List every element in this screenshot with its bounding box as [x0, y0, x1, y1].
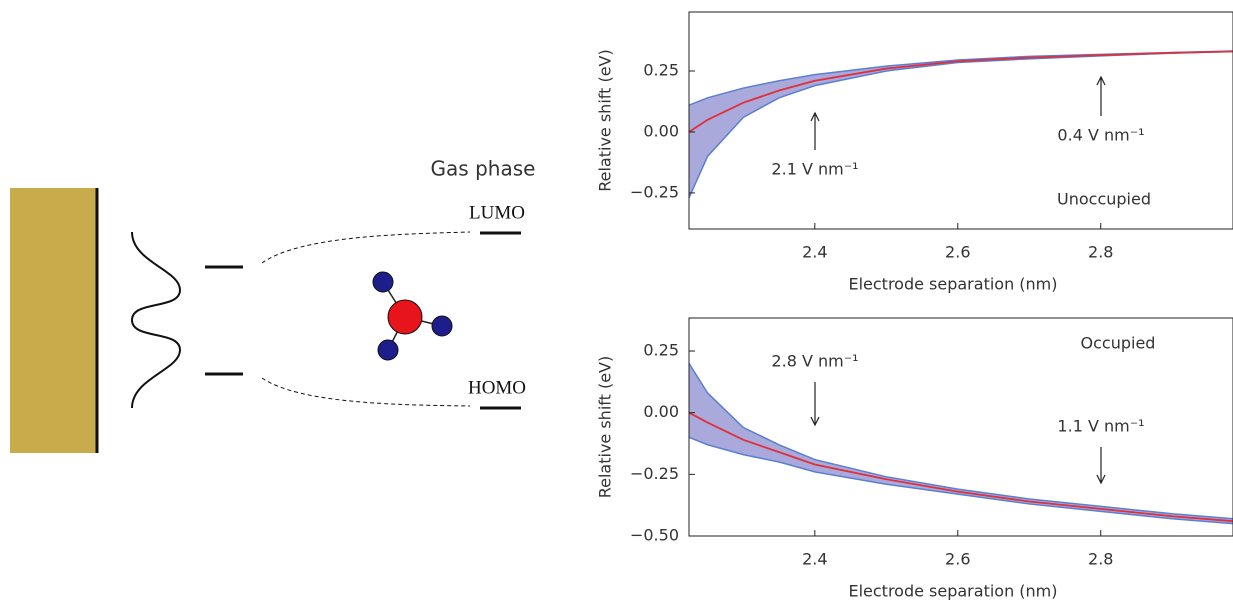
mean-line [688, 411, 1233, 523]
molecule [372, 271, 453, 361]
band-edge [688, 436, 1233, 525]
lumo-label: LUMO [469, 202, 525, 223]
x-axis-label: Electrode separation (nm) [848, 275, 1057, 294]
y-tick-label: −0.25 [630, 182, 679, 201]
x-tick-label: 2.8 [1088, 243, 1113, 262]
arrow-head [1096, 75, 1106, 86]
x-axis-label: Electrode separation (nm) [848, 582, 1057, 600]
x-tick-label: 2.4 [802, 550, 827, 569]
x-tick-label: 2.6 [945, 550, 970, 569]
annotation: 0.4 V nm⁻¹ [1057, 126, 1144, 145]
y-axis-label: Relative shift (eV) [596, 49, 615, 192]
gas-phase-label: Gas phase [431, 157, 536, 181]
arrow-head [810, 111, 820, 122]
y-tick-label: −0.25 [630, 464, 679, 483]
x-tick-label: 2.6 [945, 243, 970, 262]
y-tick-label: −0.50 [630, 526, 679, 545]
homo-label: HOMO [468, 377, 526, 398]
mean-line [688, 50, 1233, 133]
x-tick-label: 2.8 [1088, 550, 1113, 569]
y-tick-label: 0.25 [643, 341, 679, 360]
plot-frame [688, 317, 1233, 537]
x-tick-label: 2.4 [802, 243, 827, 262]
y-tick-label: 0.25 [643, 61, 679, 80]
y-tick-label: 0.00 [643, 121, 679, 140]
band-edge [688, 362, 1233, 520]
annotation: 2.1 V nm⁻¹ [771, 160, 858, 179]
plot-frame [688, 11, 1233, 230]
y-axis-label: Relative shift (eV) [596, 356, 615, 499]
wavefunction [130, 231, 182, 409]
annotation: 1.1 V nm⁻¹ [1057, 417, 1144, 436]
uncertainty-band [689, 363, 1233, 524]
annotation: Unoccupied [1057, 190, 1151, 209]
y-tick-label: 0.00 [643, 402, 679, 421]
electrode [10, 188, 97, 453]
arrow-head [1096, 474, 1106, 485]
connector [261, 377, 471, 407]
arrow-head [810, 416, 820, 427]
annotation: 2.8 V nm⁻¹ [771, 352, 858, 371]
connector [261, 231, 471, 264]
annotation: Occupied [1081, 334, 1156, 353]
